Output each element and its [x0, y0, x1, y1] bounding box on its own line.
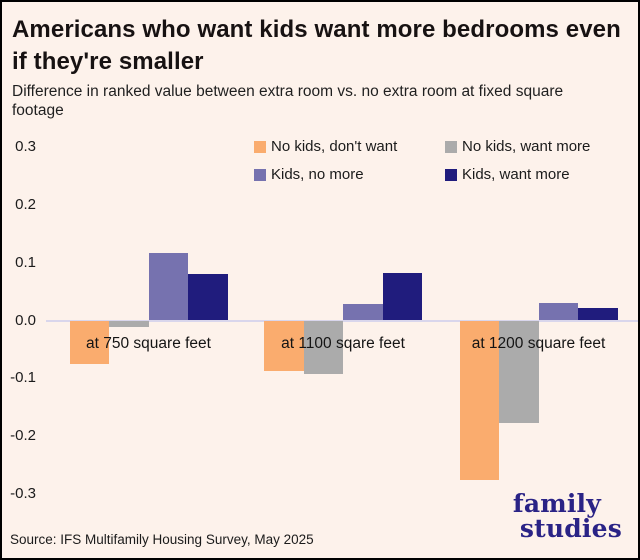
bar-kids-no-more-group1 — [148, 252, 188, 321]
bar-no-kids-don-t-want-group2 — [264, 320, 304, 371]
category-label: at 1200 square feet — [471, 334, 606, 352]
legend-swatch-icon — [445, 169, 457, 181]
legend: No kids, don't want No kids, want more K… — [254, 138, 590, 184]
bar-kids-no-more-group3 — [538, 302, 578, 321]
bar-kids-want-more-group2 — [382, 273, 422, 321]
legend-item: No kids, don't want — [254, 138, 445, 156]
plot-area: 0.3 0.2 0.1 0.0 -0.1 -0.2 -0.3 at 750 square fe… — [2, 138, 638, 502]
legend-label: Kids, no more — [271, 166, 364, 183]
legend-item: Kids, no more — [254, 166, 445, 184]
logo-text-family: family — [512, 489, 601, 518]
bar-no-kids-don-t-want-group1 — [69, 320, 109, 364]
bar-no-kids-want-more-group1 — [109, 320, 149, 328]
legend-item: Kids, want more — [445, 166, 590, 184]
y-axis-tick-label: -0.3 — [10, 485, 36, 502]
source-note: Source: IFS Multifamily Housing Survey, … — [10, 532, 314, 547]
bar-kids-want-more-group1 — [188, 273, 228, 321]
chart-subtitle: Difference in ranked value between extra… — [12, 83, 564, 119]
legend-swatch-icon — [445, 141, 457, 153]
y-axis-tick-label: 0.2 — [15, 195, 36, 213]
legend-label: Kids, want more — [462, 166, 570, 183]
y-axis-tick-label: 0.0 — [15, 311, 36, 329]
y-axis-tick-label: -0.2 — [10, 427, 36, 445]
bar-kids-want-more-group3 — [578, 308, 618, 321]
category-label: at 1100 sqare feet — [281, 334, 405, 352]
legend-item: No kids, want more — [445, 138, 590, 156]
y-axis-tick-label: -0.1 — [10, 369, 36, 387]
bar-kids-no-more-group2 — [343, 304, 383, 321]
family-studies-logo: family studies — [513, 491, 622, 541]
bar-no-kids-don-t-want-group3 — [459, 320, 499, 480]
legend-swatch-icon — [254, 169, 266, 181]
y-axis-tick-label: 0.1 — [15, 253, 36, 271]
y-axis-tick-label: 0.3 — [15, 138, 36, 155]
chart-title: Americans who want kids want more bedroo… — [12, 16, 621, 75]
legend-label: No kids, want more — [462, 138, 591, 155]
legend-swatch-icon — [254, 141, 266, 153]
bar-no-kids-want-more-group2 — [303, 320, 343, 374]
legend-label: No kids, don't want — [271, 138, 398, 155]
bar-no-kids-want-more-group3 — [499, 320, 539, 424]
category-label: at 750 square feet — [86, 334, 211, 352]
logo-text-studies: studies — [519, 514, 622, 543]
